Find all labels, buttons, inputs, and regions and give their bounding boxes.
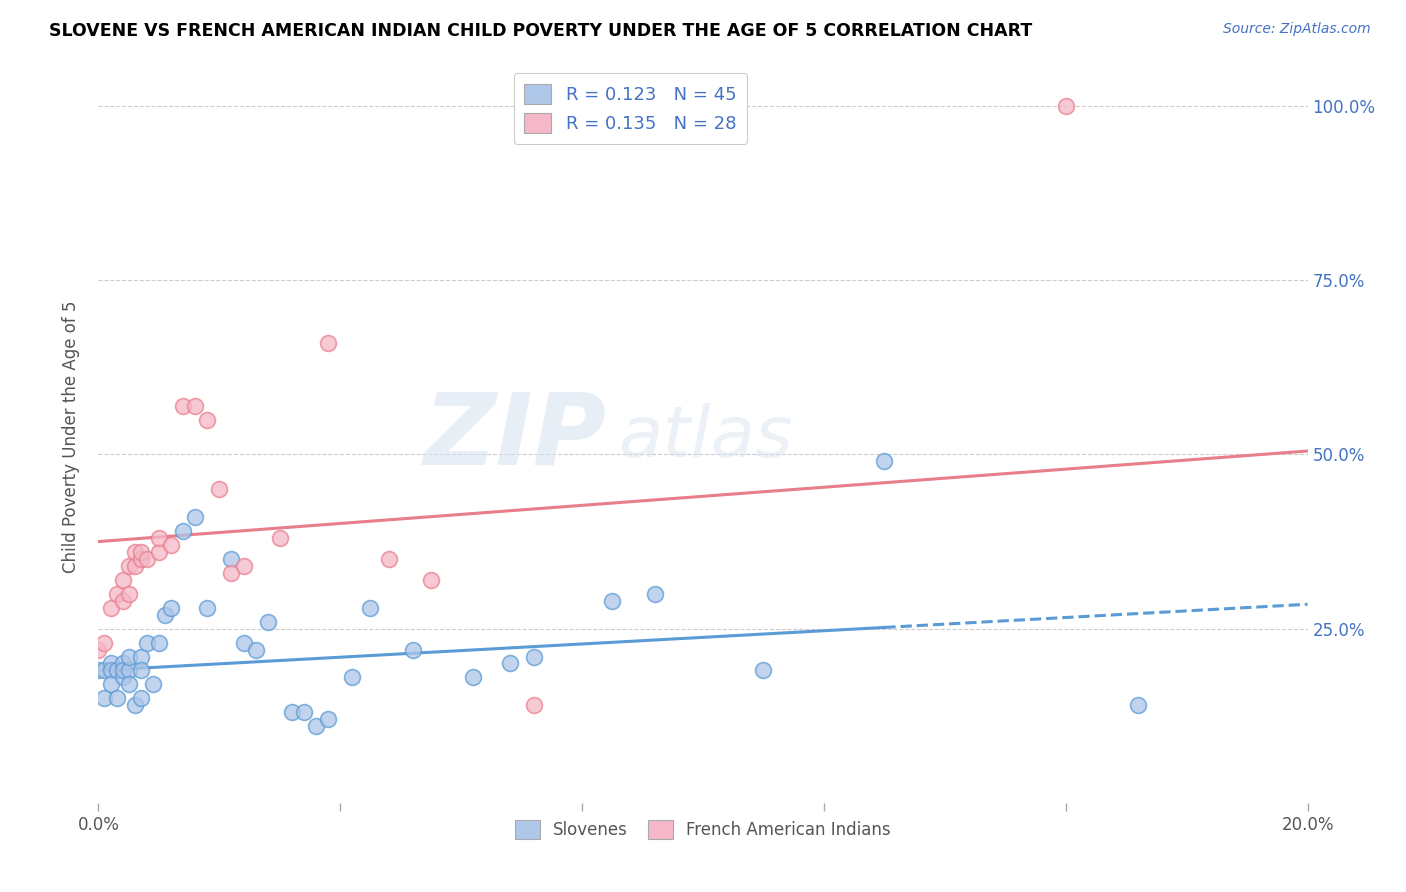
Point [118, 649, 141, 664]
Point [195, 412, 218, 426]
Text: Source: ZipAtlas.com: Source: ZipAtlas.com [1223, 22, 1371, 37]
Point [148, 635, 170, 649]
Point [87, 642, 110, 657]
Point [873, 454, 896, 468]
Point [281, 705, 304, 719]
Text: SLOVENE VS FRENCH AMERICAN INDIAN CHILD POVERTY UNDER THE AGE OF 5 CORRELATION C: SLOVENE VS FRENCH AMERICAN INDIAN CHILD … [49, 22, 1032, 40]
Point [111, 664, 134, 678]
Point [118, 664, 141, 678]
Point [118, 587, 141, 601]
Point [93, 691, 115, 706]
Point [148, 545, 170, 559]
Point [142, 677, 165, 691]
Point [523, 649, 546, 664]
Text: ZIP: ZIP [423, 389, 606, 485]
Point [305, 719, 328, 733]
Point [232, 558, 254, 573]
Point [100, 600, 122, 615]
Point [129, 691, 152, 706]
Point [124, 698, 146, 713]
Point [221, 566, 243, 580]
Point [118, 558, 141, 573]
Point [111, 594, 134, 608]
Point [105, 587, 128, 601]
Point [93, 664, 115, 678]
Point [195, 600, 218, 615]
Point [316, 712, 339, 726]
Point [752, 664, 775, 678]
Point [602, 594, 624, 608]
Point [360, 600, 382, 615]
Point [160, 600, 183, 615]
Point [100, 677, 122, 691]
Y-axis label: Child Poverty Under the Age of 5: Child Poverty Under the Age of 5 [62, 301, 80, 574]
Point [184, 399, 207, 413]
Point [129, 552, 152, 566]
Point [1128, 698, 1150, 713]
Legend: Slovenes, French American Indians: Slovenes, French American Indians [508, 814, 898, 846]
Point [129, 545, 152, 559]
Point [118, 677, 141, 691]
Point [124, 545, 146, 559]
Point [153, 607, 176, 622]
Point [498, 657, 520, 671]
Point [377, 552, 399, 566]
Point [402, 642, 425, 657]
Point [292, 705, 315, 719]
Point [463, 670, 485, 684]
Point [129, 649, 152, 664]
Point [245, 642, 267, 657]
Point [644, 587, 666, 601]
Point [105, 691, 128, 706]
Point [93, 635, 115, 649]
Point [420, 573, 443, 587]
Point [232, 635, 254, 649]
Point [100, 664, 122, 678]
Point [135, 552, 157, 566]
Point [523, 698, 546, 713]
Point [208, 483, 231, 497]
Point [148, 531, 170, 545]
Text: atlas: atlas [619, 402, 793, 472]
Point [111, 573, 134, 587]
Point [221, 552, 243, 566]
Point [1054, 99, 1077, 113]
Point [342, 670, 364, 684]
Point [124, 558, 146, 573]
Point [100, 657, 122, 671]
Point [105, 664, 128, 678]
Point [160, 538, 183, 552]
Point [256, 615, 278, 629]
Point [129, 664, 152, 678]
Point [184, 510, 207, 524]
Point [111, 657, 134, 671]
Point [269, 531, 291, 545]
Point [87, 664, 110, 678]
Point [172, 524, 194, 538]
Point [135, 635, 157, 649]
Point [316, 336, 339, 351]
Point [172, 399, 194, 413]
Point [111, 670, 134, 684]
